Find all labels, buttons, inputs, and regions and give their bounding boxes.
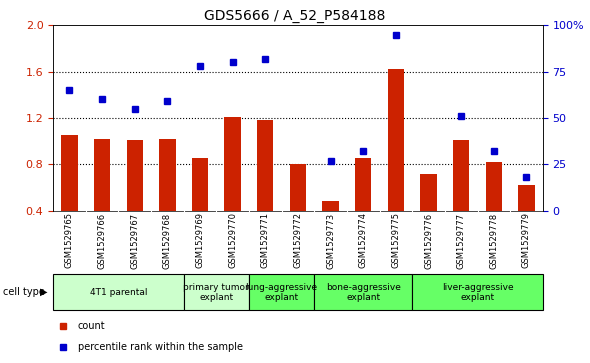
Text: 4T1 parental: 4T1 parental: [90, 288, 147, 297]
Bar: [183, 274, 249, 310]
Bar: [126, 140, 143, 211]
Text: lung-aggressive
explant: lung-aggressive explant: [245, 282, 317, 302]
Bar: [412, 274, 543, 310]
Bar: [53, 274, 183, 310]
Text: GSM1529766: GSM1529766: [97, 212, 107, 269]
Bar: [290, 164, 306, 211]
Bar: [314, 274, 412, 310]
Bar: [486, 162, 502, 211]
Text: bone-aggressive
explant: bone-aggressive explant: [326, 282, 401, 302]
Text: GSM1529769: GSM1529769: [195, 212, 205, 269]
Text: GSM1529774: GSM1529774: [359, 212, 368, 269]
Text: cell type: cell type: [3, 287, 45, 297]
Bar: [94, 139, 110, 211]
Bar: [61, 135, 77, 211]
Text: GSM1529767: GSM1529767: [130, 212, 139, 269]
Bar: [388, 69, 404, 211]
Text: primary tumor
explant: primary tumor explant: [183, 282, 249, 302]
Bar: [257, 120, 273, 211]
Text: GSM1529775: GSM1529775: [391, 212, 401, 269]
Bar: [420, 174, 437, 211]
Text: percentile rank within the sample: percentile rank within the sample: [78, 342, 242, 352]
Text: GSM1529777: GSM1529777: [457, 212, 466, 269]
Text: GSM1529779: GSM1529779: [522, 212, 531, 269]
Text: GSM1529773: GSM1529773: [326, 212, 335, 269]
Text: GSM1529765: GSM1529765: [65, 212, 74, 269]
Text: count: count: [78, 321, 105, 331]
Bar: [322, 201, 339, 211]
Text: GSM1529771: GSM1529771: [261, 212, 270, 269]
Bar: [159, 139, 175, 211]
Text: liver-aggressive
explant: liver-aggressive explant: [442, 282, 513, 302]
Text: ▶: ▶: [40, 287, 48, 297]
Bar: [192, 159, 208, 211]
Text: GDS5666 / A_52_P584188: GDS5666 / A_52_P584188: [204, 9, 386, 23]
Bar: [224, 117, 241, 211]
Bar: [453, 140, 469, 211]
Text: GSM1529768: GSM1529768: [163, 212, 172, 269]
Text: GSM1529776: GSM1529776: [424, 212, 433, 269]
Text: GSM1529772: GSM1529772: [293, 212, 303, 269]
Bar: [518, 185, 535, 211]
Bar: [249, 274, 314, 310]
Text: GSM1529778: GSM1529778: [489, 212, 499, 269]
Text: GSM1529770: GSM1529770: [228, 212, 237, 269]
Bar: [355, 159, 371, 211]
